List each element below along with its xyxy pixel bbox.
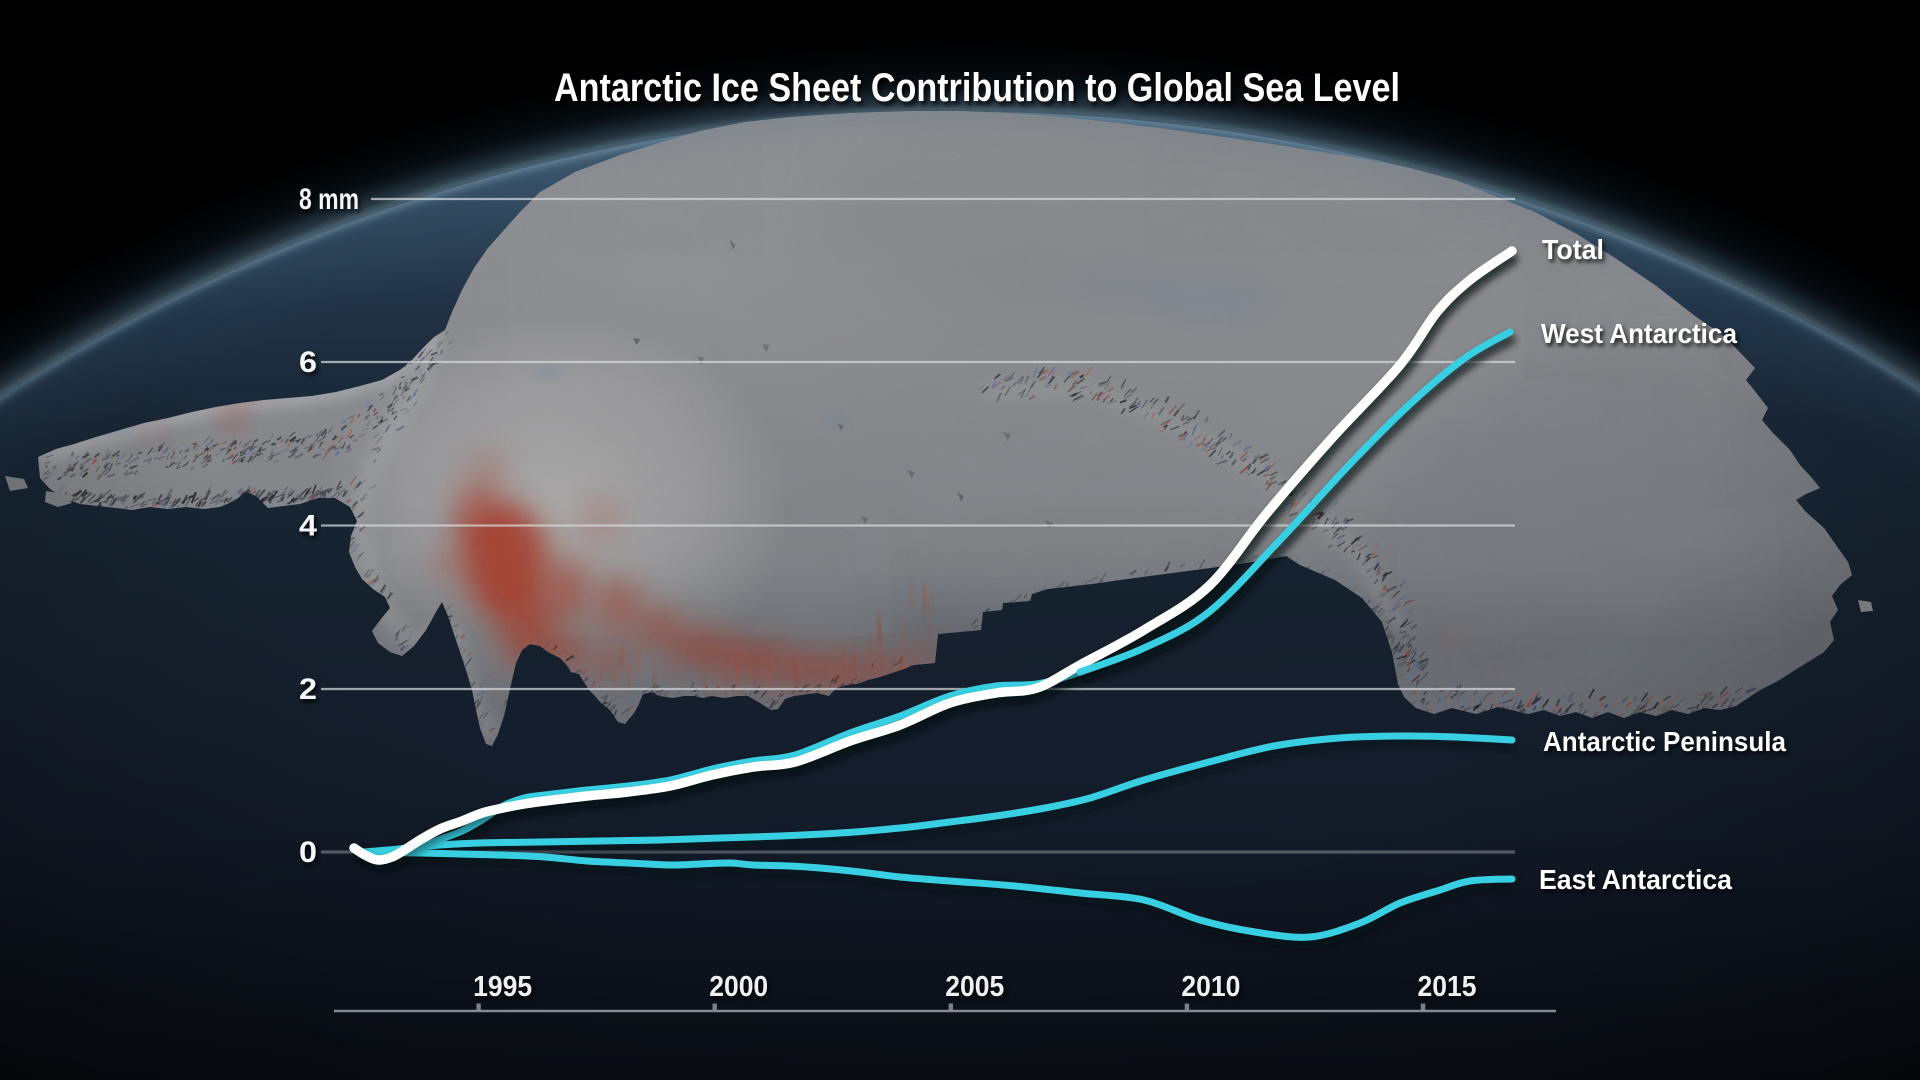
svg-text:West Antarctica: West Antarctica <box>1541 318 1738 349</box>
svg-text:4: 4 <box>299 510 317 543</box>
svg-text:6: 6 <box>299 346 317 379</box>
svg-text:8 mm: 8 mm <box>299 183 359 216</box>
svg-text:2005: 2005 <box>945 971 1004 1003</box>
svg-text:Antarctic Peninsula: Antarctic Peninsula <box>1543 726 1787 757</box>
svg-text:Antarctic Ice Sheet Contributi: Antarctic Ice Sheet Contribution to Glob… <box>554 66 1400 110</box>
svg-text:0: 0 <box>299 836 317 869</box>
svg-text:2000: 2000 <box>709 971 768 1003</box>
svg-text:2010: 2010 <box>1181 971 1240 1003</box>
svg-text:East Antarctica: East Antarctica <box>1539 864 1733 895</box>
svg-text:2015: 2015 <box>1418 971 1477 1003</box>
svg-text:Total: Total <box>1542 234 1604 265</box>
svg-text:1995: 1995 <box>473 971 532 1003</box>
svg-text:2: 2 <box>299 673 317 706</box>
